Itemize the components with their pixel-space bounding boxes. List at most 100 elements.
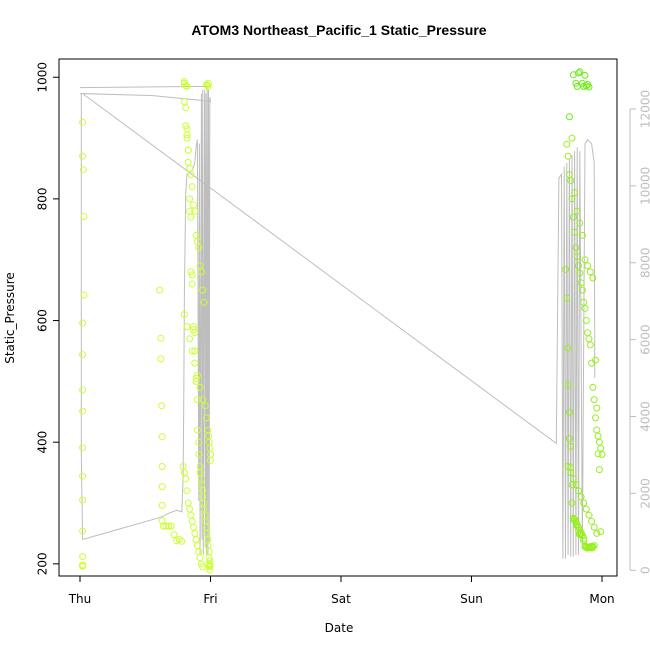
data-point — [191, 359, 199, 367]
data-point — [183, 323, 191, 331]
data-point — [79, 553, 87, 560]
data-point — [569, 213, 577, 221]
data-point — [167, 522, 175, 530]
data-point — [588, 517, 596, 525]
data-point — [79, 527, 87, 535]
x-axis: Thu Fri Sat Sun Mon — [68, 576, 615, 606]
data-point — [582, 505, 590, 513]
data-point — [568, 134, 576, 142]
data-point — [590, 542, 598, 550]
y-axis-right: 0 2000 4000 6000 8000 10000 12000 — [629, 90, 650, 574]
data-point — [569, 475, 577, 483]
data-point — [182, 104, 190, 112]
plot-frame — [58, 58, 618, 577]
data-point — [184, 158, 192, 166]
data-point — [594, 450, 602, 458]
data-point — [572, 244, 580, 252]
data-points — [79, 68, 606, 574]
data-point — [183, 134, 191, 142]
secondary-series-line — [80, 85, 596, 559]
y2-tick-label: 8000 — [639, 247, 650, 278]
data-point — [562, 265, 569, 273]
data-point — [188, 517, 196, 525]
data-point — [79, 166, 87, 174]
data-point — [589, 383, 597, 391]
data-point — [577, 493, 585, 501]
data-point — [565, 408, 573, 416]
data-point — [197, 268, 205, 276]
data-point — [563, 140, 571, 148]
data-point — [564, 152, 572, 160]
data-point — [564, 381, 572, 389]
data-point — [158, 402, 166, 410]
data-point — [157, 334, 165, 342]
data-point — [195, 548, 203, 556]
data-point — [79, 496, 87, 504]
series-lines — [79, 85, 596, 559]
data-point — [564, 344, 572, 352]
data-point — [183, 82, 191, 90]
data-point — [585, 511, 593, 519]
primary-series-line — [79, 85, 211, 89]
data-point — [573, 207, 581, 215]
data-point — [183, 487, 191, 495]
y-tick-label: 600 — [36, 309, 50, 332]
data-point — [195, 438, 203, 446]
x-tick-label: Thu — [68, 592, 92, 606]
data-point — [157, 355, 165, 363]
y2-tick-label: 0 — [639, 566, 650, 574]
data-point — [193, 371, 201, 379]
data-point — [184, 146, 192, 154]
data-point — [597, 444, 605, 452]
data-point — [187, 213, 195, 221]
data-point — [165, 522, 173, 530]
data-point — [186, 165, 194, 172]
y2-tick-label: 10000 — [639, 167, 650, 205]
data-point — [79, 118, 87, 126]
data-point — [192, 536, 200, 543]
data-point — [79, 472, 87, 480]
data-point — [193, 396, 201, 404]
data-point — [206, 562, 214, 570]
data-point — [79, 561, 87, 569]
data-point — [188, 183, 196, 191]
data-point — [199, 563, 207, 571]
data-point — [79, 444, 87, 452]
data-point — [190, 523, 197, 531]
data-point — [584, 262, 592, 270]
data-point — [184, 499, 192, 507]
data-point — [207, 456, 214, 464]
data-point — [590, 523, 598, 531]
y-tick-label: 200 — [36, 552, 50, 575]
data-point — [563, 294, 571, 302]
data-point — [200, 298, 208, 306]
data-point — [186, 335, 194, 343]
data-point — [79, 319, 87, 327]
data-point — [191, 347, 199, 355]
data-point — [593, 404, 601, 412]
data-point — [188, 347, 196, 355]
data-point — [79, 351, 87, 359]
chart-title: ATOM3 Northeast_Pacific_1 Static_Pressur… — [191, 22, 486, 38]
y-axis-title: Static_Pressure — [3, 272, 17, 364]
data-point — [180, 98, 188, 106]
data-point — [205, 79, 212, 87]
y-tick-label: 400 — [36, 431, 50, 454]
data-point — [158, 501, 166, 509]
data-point — [580, 82, 588, 90]
data-point — [585, 83, 593, 91]
data-point — [191, 207, 199, 215]
y-tick-label: 1000 — [36, 62, 50, 93]
data-point — [203, 81, 211, 89]
data-point — [568, 195, 576, 203]
data-point — [160, 522, 167, 530]
data-point — [195, 244, 203, 252]
data-point — [576, 219, 584, 227]
data-point — [598, 450, 606, 458]
data-point — [193, 426, 201, 434]
data-point — [197, 560, 205, 568]
data-point — [577, 279, 585, 287]
data-point — [584, 329, 592, 337]
data-point — [586, 268, 594, 276]
data-point — [594, 432, 602, 440]
